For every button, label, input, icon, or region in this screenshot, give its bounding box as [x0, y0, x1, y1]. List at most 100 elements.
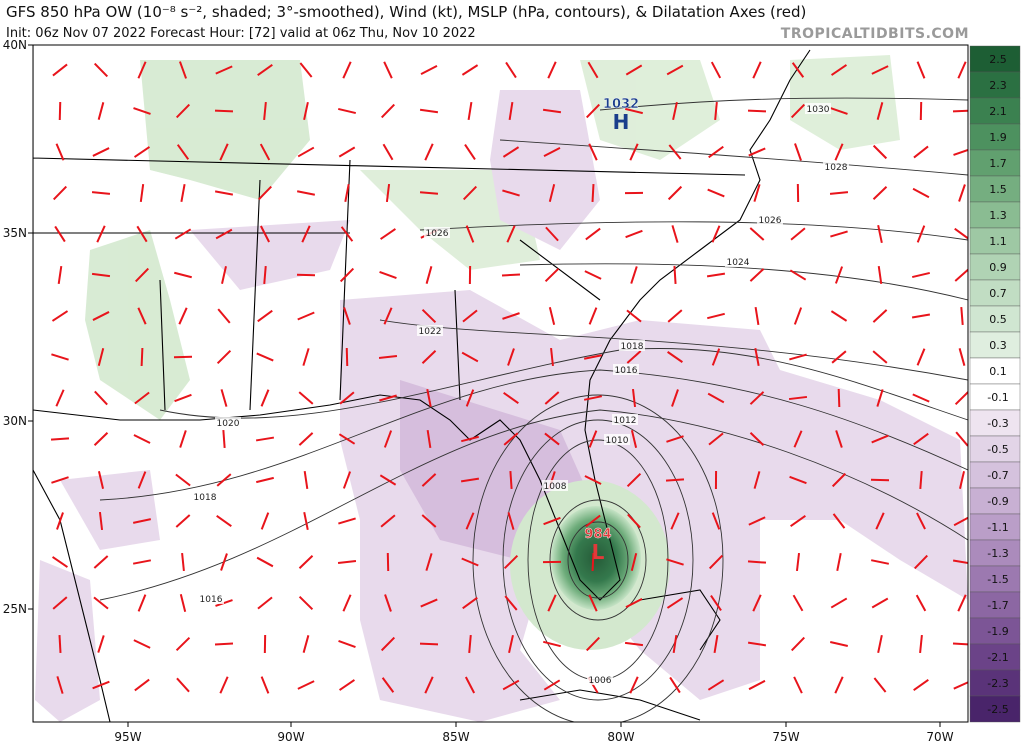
dilatation-axis	[543, 516, 561, 526]
dilatation-axis	[913, 432, 929, 446]
colorbar-label: -2.3	[987, 677, 1008, 690]
dilatation-axis	[51, 310, 69, 322]
dilatation-axis	[420, 598, 438, 608]
colorbar-label: 0.9	[989, 261, 1007, 274]
colorbar-cell	[969, 539, 1021, 567]
dilatation-axis	[136, 225, 148, 243]
dilatation-axis	[543, 640, 561, 648]
dilatation-axis	[460, 477, 480, 483]
colorbar: 2.5 2.3 2.1 1.9 1.7 1.5 1.3 1.1 0.9 0.7 0.5 0.3 0.1 -…	[969, 45, 1021, 723]
dilatation-axis	[788, 395, 808, 401]
colorbar-label: 0.1	[989, 365, 1007, 378]
dilatation-axis	[834, 676, 844, 694]
dilatation-axis	[547, 61, 557, 79]
dilatation-axis	[503, 391, 519, 405]
dilatation-axis	[301, 225, 311, 243]
dilatation-axis	[425, 553, 433, 571]
dilatation-axis	[919, 634, 923, 654]
dilatation-axis	[342, 61, 352, 79]
dilatation-axis	[877, 634, 883, 654]
dilatation-axis	[137, 307, 147, 325]
dilatation-axis	[830, 310, 848, 322]
dilatation-axis	[708, 432, 724, 446]
colorbar-cell	[969, 435, 1021, 463]
dilatation-axis	[174, 271, 192, 279]
dilatation-axis	[754, 347, 760, 367]
contour-labels: 1030 1028 1026 1024 1026 1022 1020 1018 1018 1016…	[192, 97, 849, 686]
dilatation-axis	[791, 636, 805, 652]
dilatation-axis	[93, 596, 109, 610]
dilatation-axis	[421, 473, 437, 487]
dilatation-axis	[543, 679, 561, 691]
dilatation-axis	[302, 348, 310, 366]
dilatation-axis	[420, 64, 438, 76]
lat-label: 35N	[3, 226, 27, 240]
dilatation-axis	[258, 185, 272, 201]
colorbar-cell	[969, 695, 1021, 723]
dilatation-axis	[257, 596, 273, 610]
dilatation-axis	[793, 430, 803, 448]
dilatation-axis	[793, 307, 803, 325]
lon-label: 70W	[926, 730, 953, 742]
dilatation-axis	[381, 103, 395, 119]
dilatation-axis	[790, 227, 806, 241]
lon-label: 95W	[114, 730, 141, 742]
dilatation-axis	[830, 107, 848, 115]
dilatation-axis	[625, 107, 643, 115]
dilatation-axis	[338, 146, 356, 158]
contour-label: 1018	[194, 493, 217, 503]
dilatation-axis	[297, 146, 315, 158]
dilatation-axis	[378, 355, 398, 359]
dilatation-axis	[913, 678, 929, 692]
map-area: 1030 1028 1026 1024 1026 1022 1020 1018 1018 1016…	[33, 45, 968, 722]
dilatation-axis	[747, 109, 767, 113]
contour-label: 1022	[419, 327, 442, 337]
dilatation-axis	[421, 350, 437, 364]
colorbar-cell	[969, 253, 1021, 281]
colorbar-cell	[969, 45, 1021, 73]
colorbar-cell	[969, 357, 1021, 385]
dilatation-axis	[464, 143, 476, 161]
center-pressure: 984	[584, 527, 611, 542]
dilatation-axis	[585, 514, 601, 528]
contour-label-bg	[215, 417, 241, 428]
dilatation-axis	[381, 677, 395, 693]
dilatation-axis	[791, 62, 805, 78]
dilatation-axis	[752, 594, 762, 612]
dilatation-axis	[749, 391, 765, 405]
dilatation-axis	[214, 190, 234, 196]
dilatation-axis	[180, 183, 186, 203]
dilatation-axis	[97, 471, 105, 489]
contour-label-bg	[823, 161, 849, 172]
map-frame	[32, 44, 969, 723]
dilatation-axis	[379, 394, 397, 402]
dilatation-axis	[958, 184, 966, 202]
dilatation-axis	[421, 309, 437, 323]
dilatation-axis	[747, 641, 767, 647]
colorbar-cell	[969, 175, 1021, 203]
dilatation-axis	[385, 183, 391, 203]
dilatation-axis	[630, 553, 638, 571]
dilatation-axis	[960, 306, 964, 326]
dilatation-axis	[916, 225, 926, 243]
contour-label-bg	[417, 325, 443, 336]
dilatation-axis	[829, 191, 849, 195]
dilatation-axis	[672, 634, 678, 654]
dilatation-axis	[624, 641, 644, 647]
contour-label: 1008	[544, 482, 567, 492]
dilatation-axis	[175, 103, 191, 119]
dilatation-axis	[587, 61, 599, 79]
dilatation-axis	[753, 471, 761, 489]
dilatation-axis	[298, 432, 314, 446]
dilatation-axis	[56, 676, 64, 694]
dilatation-axis	[591, 552, 595, 572]
dilatation-axis	[508, 101, 514, 121]
colorbar-label: -0.3	[987, 417, 1008, 430]
dilatation-axis	[748, 147, 766, 157]
dilatation-axis	[548, 307, 556, 325]
dilatation-axis	[256, 556, 274, 568]
colorbar-cell	[969, 279, 1021, 307]
dilatation-axis	[55, 389, 65, 407]
dilatation-axis	[216, 514, 232, 528]
dilatation-axis	[339, 267, 355, 283]
